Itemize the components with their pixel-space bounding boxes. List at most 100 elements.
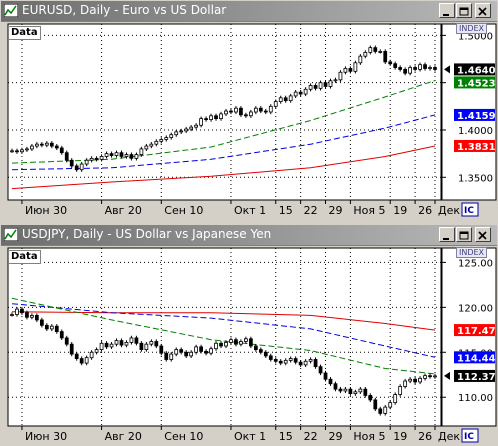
candlestick[interactable]: [408, 377, 412, 384]
candlestick[interactable]: [184, 350, 189, 359]
candlestick[interactable]: [54, 324, 59, 334]
candlestick[interactable]: [328, 377, 333, 386]
candlestick[interactable]: [119, 150, 124, 159]
candlestick[interactable]: [229, 108, 233, 115]
candlestick[interactable]: [393, 392, 398, 405]
candlestick[interactable]: [129, 152, 134, 161]
candlestick[interactable]: [15, 306, 19, 317]
candlestick[interactable]: [30, 143, 34, 152]
candlestick[interactable]: [20, 147, 24, 154]
candlestick[interactable]: [114, 150, 119, 158]
candlestick[interactable]: [99, 154, 104, 162]
candlestick[interactable]: [174, 129, 179, 137]
candlestick[interactable]: [338, 387, 343, 394]
candlestick[interactable]: [194, 123, 199, 130]
candlestick[interactable]: [79, 161, 84, 172]
candlestick[interactable]: [64, 335, 69, 347]
candlestick[interactable]: [114, 338, 119, 347]
chart-window-eurusd[interactable]: EURUSD, Daily - Euro vs US Dollar 1.5000…: [1, 1, 497, 219]
candlestick[interactable]: [69, 342, 74, 357]
candlestick[interactable]: [224, 340, 228, 349]
candlestick[interactable]: [418, 376, 422, 385]
candlestick[interactable]: [268, 353, 273, 362]
candlestick[interactable]: [109, 342, 114, 350]
candlestick[interactable]: [124, 340, 129, 348]
candlestick[interactable]: [144, 143, 149, 152]
candlestick[interactable]: [204, 349, 208, 356]
candlestick[interactable]: [318, 364, 323, 376]
candlestick[interactable]: [413, 65, 417, 72]
candlestick[interactable]: [413, 377, 417, 385]
candlestick[interactable]: [318, 80, 323, 91]
candlestick[interactable]: [194, 344, 199, 355]
candlestick[interactable]: [89, 156, 94, 163]
candlestick[interactable]: [248, 336, 253, 349]
candlestick[interactable]: [239, 106, 243, 117]
candlestick[interactable]: [428, 373, 432, 379]
candlestick[interactable]: [89, 350, 94, 360]
time-axis[interactable]: [8, 427, 441, 443]
candlestick[interactable]: [258, 106, 263, 114]
candlestick[interactable]: [303, 87, 308, 97]
candlestick[interactable]: [313, 83, 318, 91]
candlestick[interactable]: [134, 152, 139, 161]
candlestick[interactable]: [323, 370, 328, 382]
candlestick[interactable]: [35, 142, 39, 149]
candlestick[interactable]: [209, 346, 213, 356]
candlestick[interactable]: [398, 384, 403, 397]
scale-fix-button[interactable]: IC: [461, 202, 479, 217]
candlestick[interactable]: [129, 335, 134, 345]
time-axis[interactable]: [8, 201, 441, 217]
candlestick[interactable]: [139, 146, 144, 157]
candlestick[interactable]: [229, 337, 233, 345]
price-chart-eurusd[interactable]: 1.50001.45001.40001.35001.46401.45231.41…: [1, 22, 497, 219]
candlestick[interactable]: [408, 65, 412, 76]
candlestick[interactable]: [49, 324, 54, 332]
candlestick[interactable]: [328, 78, 333, 89]
candlestick[interactable]: [219, 111, 223, 121]
candlestick[interactable]: [283, 358, 288, 366]
candlestick[interactable]: [348, 66, 353, 74]
candlestick[interactable]: [204, 116, 208, 122]
candlestick[interactable]: [169, 351, 174, 362]
candlestick[interactable]: [368, 393, 373, 403]
candlestick[interactable]: [263, 350, 268, 359]
candlestick[interactable]: [109, 151, 114, 158]
candlestick[interactable]: [164, 135, 169, 142]
candlestick[interactable]: [418, 62, 422, 72]
candlestick[interactable]: [169, 132, 174, 140]
candlestick[interactable]: [239, 339, 243, 347]
candlestick[interactable]: [293, 90, 298, 99]
candlestick[interactable]: [54, 143, 59, 151]
candlestick[interactable]: [263, 108, 268, 115]
candlestick[interactable]: [219, 341, 223, 349]
candlestick[interactable]: [288, 93, 293, 103]
candlestick[interactable]: [159, 343, 164, 356]
candlestick[interactable]: [298, 90, 303, 97]
window-titlebar[interactable]: EURUSD, Daily - Euro vs US Dollar: [1, 1, 497, 22]
candlestick[interactable]: [189, 350, 194, 359]
candlestick[interactable]: [179, 128, 184, 134]
candlestick[interactable]: [358, 387, 363, 394]
candlestick[interactable]: [234, 106, 238, 115]
candlestick[interactable]: [149, 339, 154, 347]
candlestick[interactable]: [199, 344, 203, 354]
candlestick[interactable]: [124, 152, 129, 159]
candlestick[interactable]: [278, 95, 283, 104]
candlestick[interactable]: [363, 50, 368, 59]
minimize-button[interactable]: [439, 3, 455, 18]
price-axis[interactable]: [441, 247, 497, 427]
candlestick[interactable]: [258, 347, 263, 355]
candlestick[interactable]: [84, 355, 89, 366]
maximize-button[interactable]: [456, 227, 472, 242]
candlestick[interactable]: [99, 341, 104, 352]
candlestick[interactable]: [283, 95, 288, 103]
candlestick[interactable]: [268, 104, 273, 115]
candlestick[interactable]: [278, 359, 283, 366]
candlestick[interactable]: [273, 99, 278, 109]
candlestick[interactable]: [358, 54, 363, 65]
candlestick[interactable]: [49, 141, 54, 149]
candlestick[interactable]: [273, 357, 278, 364]
candlestick[interactable]: [308, 357, 313, 364]
candlestick[interactable]: [134, 335, 139, 346]
